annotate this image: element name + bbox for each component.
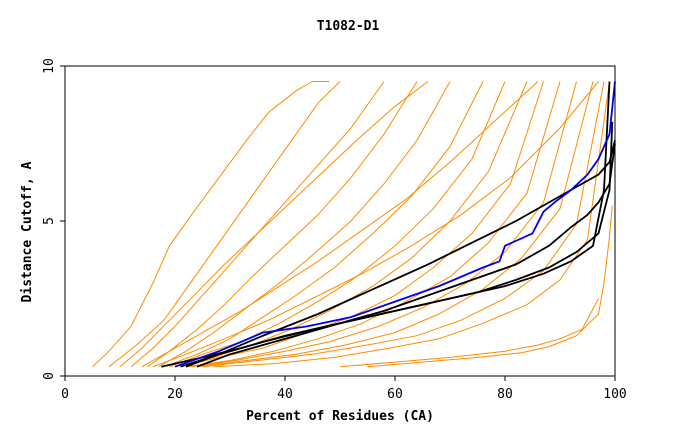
series-line-0 bbox=[92, 81, 329, 368]
ticks-layer: 0 20 40 60 80 100 0 5 10 bbox=[42, 58, 627, 402]
series-layer bbox=[92, 81, 616, 368]
series-line-6 bbox=[169, 81, 506, 368]
x-tick-label-20: 20 bbox=[167, 387, 183, 402]
series-line-11 bbox=[196, 81, 594, 368]
series-line-15 bbox=[141, 81, 539, 368]
x-tick-label-40: 40 bbox=[277, 387, 293, 402]
plot-frame bbox=[64, 65, 616, 377]
y-tick-label-5: 5 bbox=[42, 217, 57, 225]
series-line-21 bbox=[196, 143, 616, 368]
series-line-3 bbox=[147, 81, 418, 368]
series-line-7 bbox=[174, 81, 528, 368]
series-line-10 bbox=[191, 81, 577, 368]
x-tick-label-60: 60 bbox=[387, 387, 403, 402]
series-line-1 bbox=[108, 81, 341, 368]
series-line-4 bbox=[158, 81, 451, 368]
series-line-12 bbox=[202, 81, 605, 368]
series-line-2 bbox=[130, 81, 385, 368]
series-line-22 bbox=[185, 140, 616, 368]
x-tick-label-80: 80 bbox=[497, 387, 513, 402]
series-line-20 bbox=[180, 121, 614, 368]
series-line-9 bbox=[185, 81, 561, 368]
y-tick-label-0: 0 bbox=[42, 372, 57, 380]
series-line-13 bbox=[213, 81, 610, 368]
series-line-23 bbox=[174, 81, 616, 368]
y-axis-label: Distance Cutoff, A bbox=[20, 161, 35, 302]
series-line-14 bbox=[119, 81, 429, 368]
chart-title: T1082-D1 bbox=[317, 19, 380, 34]
series-line-5 bbox=[163, 81, 484, 368]
x-tick-label-100: 100 bbox=[603, 387, 626, 402]
x-tick-label-0: 0 bbox=[61, 387, 69, 402]
x-axis-label: Percent of Residues (CA) bbox=[246, 409, 434, 424]
series-line-16 bbox=[152, 81, 599, 368]
series-line-18 bbox=[367, 205, 613, 368]
series-line-8 bbox=[180, 81, 544, 368]
series-line-17 bbox=[339, 298, 599, 368]
y-tick-label-10: 10 bbox=[42, 58, 57, 74]
